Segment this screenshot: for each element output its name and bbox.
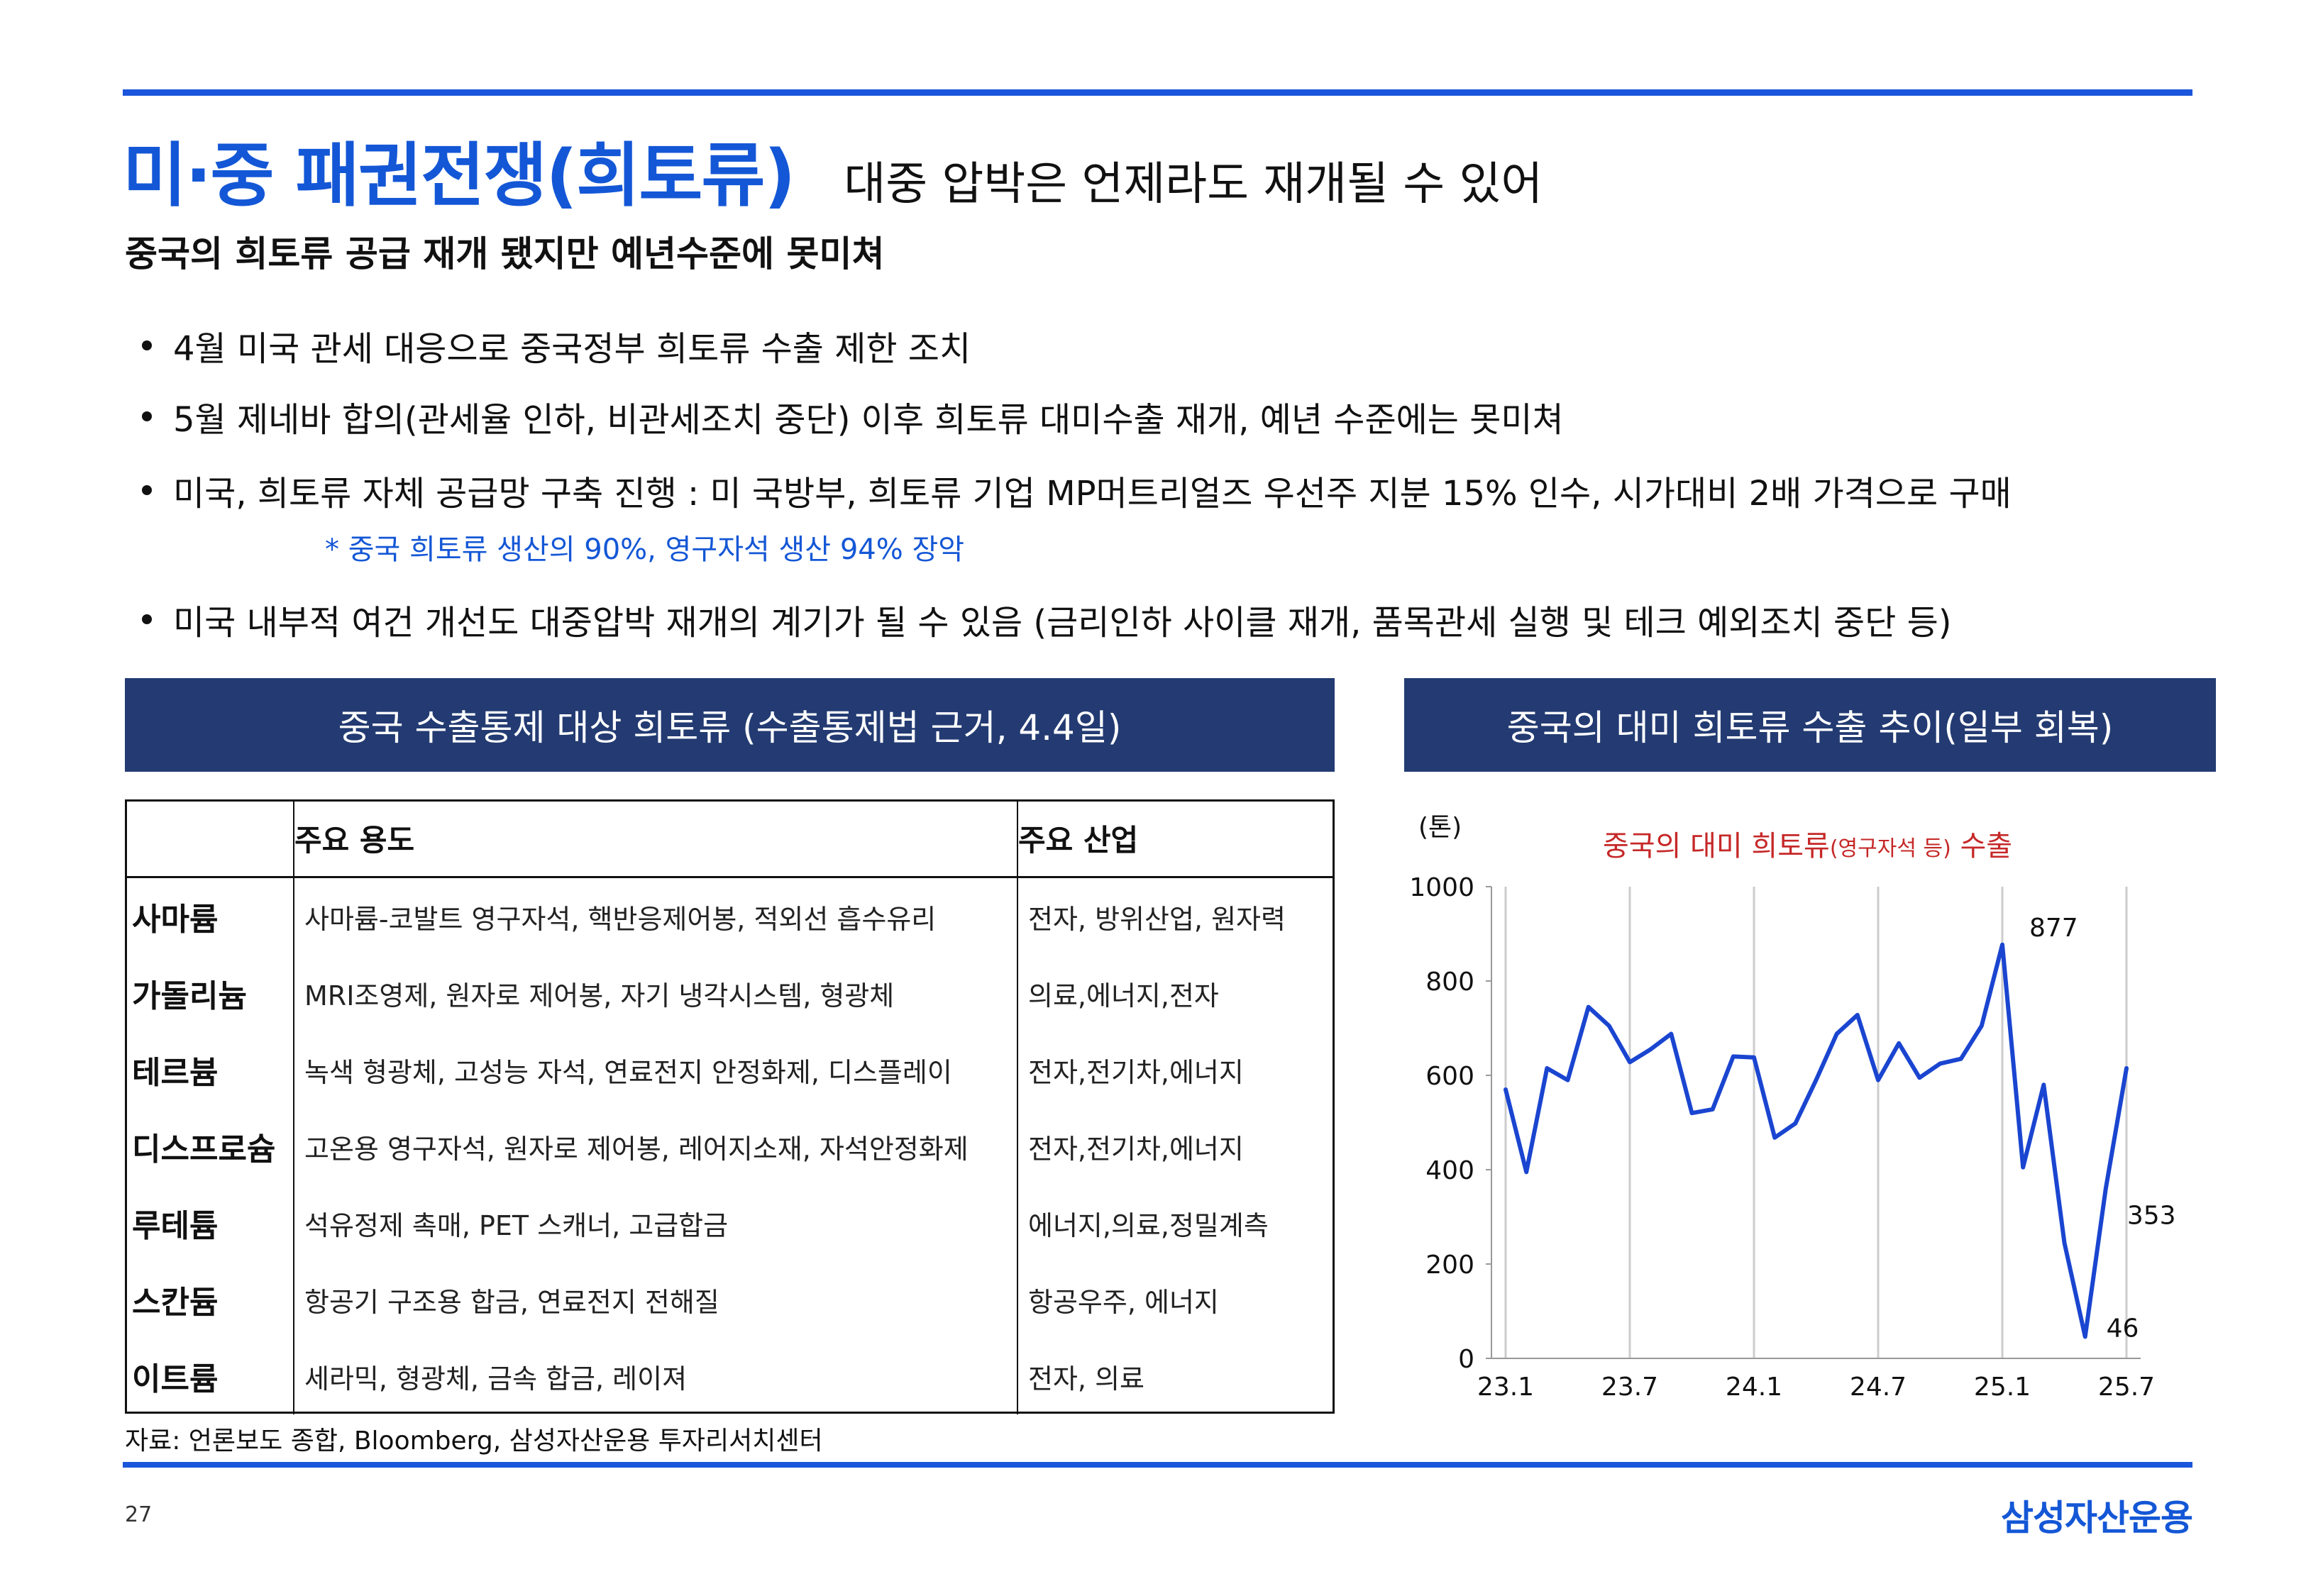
footnote-note: * 중국 희토류 생산의 90%, 영구자석 생산 94% 장악 bbox=[325, 533, 965, 566]
element-cell: 이트륨 bbox=[125, 1338, 294, 1414]
table-row: 디스프로슘 고온용 영구자석, 원자로 제어봉, 레어지소재, 자석안정화제 전… bbox=[125, 1108, 1335, 1185]
industry-cell: 의료,에너지,전자 bbox=[1028, 980, 1219, 1012]
table-header-row: 주요 용도 주요 산업 bbox=[125, 799, 1335, 878]
use-cell: 세라믹, 형광체, 금속 합금, 레이져 bbox=[294, 1338, 1018, 1414]
bullet-item: 4월 미국 관세 대응으로 중국정부 희토류 수출 제한 조치 bbox=[142, 321, 971, 370]
use-cell: MRI조영제, 원자로 제어봉, 자기 냉각시스템, 형광체 bbox=[294, 955, 1018, 1031]
table-header-use: 주요 용도 bbox=[294, 799, 1018, 878]
industry-cell: 전자,전기차,에너지 bbox=[1028, 1056, 1244, 1088]
chart-title: 중국의 대미 희토류(영구자석 등) 수출 bbox=[1603, 830, 2012, 863]
element-cell: 사마륨 bbox=[125, 877, 294, 955]
x-tick-label: 23.7 bbox=[1601, 1373, 1658, 1402]
table-header-element bbox=[125, 799, 294, 878]
x-tick-label: 25.7 bbox=[2098, 1373, 2155, 1402]
bullet-dot-icon bbox=[142, 411, 152, 421]
chart-unit-label: (톤) bbox=[1418, 813, 1462, 842]
data-label: 877 bbox=[2029, 914, 2078, 943]
bullet-dot-icon bbox=[142, 614, 152, 624]
use-cell: 녹색 형광체, 고성능 자석, 연료전지 안정화제, 디스플레이 bbox=[294, 1031, 1018, 1108]
bullet-text: 미국 내부적 여건 개선도 대중압박 재개의 계기가 될 수 있음 (금리인하 … bbox=[173, 603, 1952, 643]
element-cell: 디스프로슘 bbox=[125, 1108, 294, 1185]
bullet-text: 4월 미국 관세 대응으로 중국정부 희토류 수출 제한 조치 bbox=[173, 329, 971, 369]
use-cell: 고온용 영구자석, 원자로 제어봉, 레어지소재, 자석안정화제 bbox=[294, 1108, 1018, 1185]
bottom-rule bbox=[123, 1462, 2192, 1468]
table-row: 루테튬 석유정제 촉매, PET 스캐너, 고급합금 에너지,의료,정밀계측 bbox=[125, 1185, 1335, 1261]
bullet-dot-icon bbox=[142, 485, 152, 495]
y-tick-label: 400 bbox=[1425, 1156, 1474, 1185]
top-rule bbox=[123, 89, 2192, 96]
table-row: 스칸듐 항공기 구조용 합금, 연료전지 전해질 항공우주, 에너지 bbox=[125, 1261, 1335, 1338]
x-tick-label: 24.1 bbox=[1726, 1373, 1782, 1402]
element-cell: 루테튬 bbox=[125, 1185, 294, 1261]
element-cell: 가돌리늄 bbox=[125, 955, 294, 1031]
bullet-text: 5월 제네바 합의(관세율 인하, 비관세조치 중단) 이후 희토류 대미수출 … bbox=[173, 400, 1564, 440]
x-tick-label: 23.1 bbox=[1477, 1373, 1534, 1402]
bullet-dot-icon bbox=[142, 340, 152, 350]
series-line bbox=[1504, 942, 2129, 1339]
use-cell: 석유정제 촉매, PET 스캐너, 고급합금 bbox=[294, 1185, 1018, 1261]
y-tick-label: 0 bbox=[1458, 1345, 1474, 1374]
title-row: 미·중 패권전쟁(희토류) 대중 압박은 언제라도 재개될 수 있어 bbox=[123, 119, 1543, 216]
element-cell: 스칸듐 bbox=[125, 1261, 294, 1338]
x-tick-label: 24.7 bbox=[1850, 1373, 1907, 1402]
element-cell: 테르븀 bbox=[125, 1031, 294, 1108]
industry-cell: 에너지,의료,정밀계측 bbox=[1028, 1209, 1269, 1241]
chart-x-axis: 23.1 23.7 24.1 24.7 25.1 25.7 bbox=[1477, 1358, 2155, 1402]
page-title: 미·중 패권전쟁(희토류) bbox=[123, 135, 795, 216]
chart-y-axis: 0 200 400 600 800 1000 bbox=[1409, 873, 1492, 1374]
chart-title-small: (영구자석 등) bbox=[1830, 836, 1951, 861]
left-panel-title: 중국 수출통제 대상 희토류 (수출통제법 근거, 4.4일) bbox=[125, 678, 1335, 772]
data-label: 46 bbox=[2107, 1314, 2139, 1343]
bullet-item: 미국, 희토류 자체 공급망 구축 진행 : 미 국방부, 희토류 기업 MP머… bbox=[142, 465, 2012, 515]
use-cell: 항공기 구조용 합금, 연료전지 전해질 bbox=[294, 1261, 1018, 1338]
y-tick-label: 800 bbox=[1425, 968, 1474, 997]
bullet-item: 미국 내부적 여건 개선도 대중압박 재개의 계기가 될 수 있음 (금리인하 … bbox=[142, 594, 1951, 644]
table-header-industry: 주요 산업 bbox=[1017, 799, 1335, 878]
industry-cell: 전자,전기차,에너지 bbox=[1028, 1133, 1244, 1165]
chart-title-end: 수출 bbox=[1951, 830, 2012, 863]
y-tick-label: 600 bbox=[1425, 1062, 1474, 1091]
table-row: 이트륨 세라믹, 형광체, 금속 합금, 레이져 전자, 의료 bbox=[125, 1338, 1335, 1414]
bullet-text: 미국, 희토류 자체 공급망 구축 진행 : 미 국방부, 희토류 기업 MP머… bbox=[173, 474, 2012, 514]
y-tick-label: 1000 bbox=[1409, 873, 1474, 902]
page-subtitle: 대중 압박은 언제라도 재개될 수 있어 bbox=[844, 158, 1543, 211]
right-panel-title: 중국의 대미 희토류 수출 추이(일부 회복) bbox=[1404, 678, 2216, 772]
company-logo: 삼성자산운용 bbox=[2001, 1497, 2193, 1539]
bullet-item: 5월 제네바 합의(관세율 인하, 비관세조치 중단) 이후 희토류 대미수출 … bbox=[142, 392, 1564, 441]
y-tick-label: 200 bbox=[1425, 1251, 1474, 1280]
rare-earth-table: 주요 용도 주요 산업 사마륨 사마륨-코발트 영구자석, 핵반응제어봉, 적외… bbox=[125, 799, 1335, 1414]
data-label: 353 bbox=[2127, 1202, 2176, 1231]
page-number: 27 bbox=[125, 1502, 153, 1527]
industry-cell: 전자, 방위산업, 원자력 bbox=[1028, 903, 1286, 935]
industry-cell: 전자, 의료 bbox=[1028, 1363, 1144, 1395]
rare-earth-export-chart: (톤) 중국의 대미 희토류(영구자석 등) 수출 0 200 400 600 800 1… bbox=[1409, 813, 2176, 1402]
table-row: 테르븀 녹색 형광체, 고성능 자석, 연료전지 안정화제, 디스플레이 전자,… bbox=[125, 1031, 1335, 1108]
use-cell: 사마륨-코발트 영구자석, 핵반응제어봉, 적외선 흡수유리 bbox=[294, 877, 1018, 955]
source-note: 자료: 언론보도 종합, Bloomberg, 삼성자산운용 투자리서치센터 bbox=[125, 1426, 823, 1456]
table-row: 가돌리늄 MRI조영제, 원자로 제어봉, 자기 냉각시스템, 형광체 의료,에… bbox=[125, 955, 1335, 1031]
subheadline: 중국의 희토류 공급 재개 됐지만 예년수준에 못미쳐 bbox=[125, 233, 885, 275]
industry-cell: 항공우주, 에너지 bbox=[1028, 1286, 1219, 1318]
x-tick-label: 25.1 bbox=[1974, 1373, 2031, 1402]
chart-title-main: 중국의 대미 희토류 bbox=[1603, 830, 1830, 863]
table-row: 사마륨 사마륨-코발트 영구자석, 핵반응제어봉, 적외선 흡수유리 전자, 방… bbox=[125, 877, 1335, 955]
chart-annotations: 877 353 46 bbox=[2029, 914, 2176, 1343]
